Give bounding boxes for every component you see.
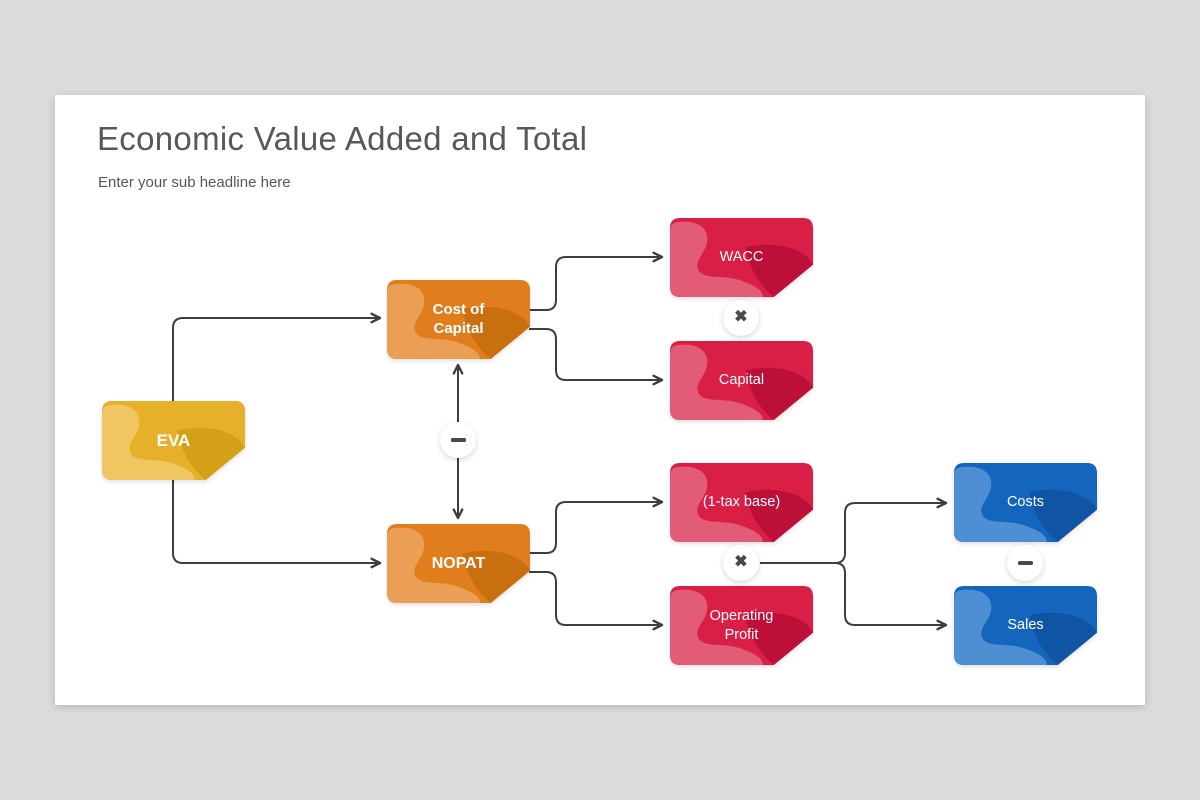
node-label-operating-profit: Operating Profit — [709, 608, 774, 643]
node-label-cost-of-capital: Cost of Capital — [432, 300, 485, 337]
node-label-one-minus-tax-base: (1-tax base) — [702, 494, 781, 511]
node-one-minus-tax-base[interactable]: (1-tax base) — [670, 463, 813, 542]
node-wacc[interactable]: WACC — [670, 218, 813, 297]
folded-note-shape — [954, 586, 1097, 665]
minus-icon — [450, 437, 466, 443]
minus-icon — [1017, 560, 1033, 566]
node-label-sales: Sales — [1007, 617, 1044, 634]
node-operating-profit[interactable]: Operating Profit — [670, 586, 813, 665]
folded-note-shape — [670, 463, 813, 542]
operator-multiply-taxbase-operating-profit[interactable]: ✖ — [723, 545, 759, 581]
multiply-icon: ✖ — [734, 553, 748, 571]
node-label-costs: Costs — [1006, 494, 1045, 511]
operator-minus-costs-sales[interactable] — [1007, 545, 1043, 581]
folded-note-shape — [954, 463, 1097, 542]
folded-note-shape — [670, 586, 813, 665]
node-label-nopat: NOPAT — [431, 554, 486, 572]
node-label-eva: EVA — [156, 430, 191, 450]
folded-note-shape — [670, 341, 813, 420]
page-title: Economic Value Added and Total — [97, 120, 588, 157]
node-capital[interactable]: Capital — [670, 341, 813, 420]
node-label-wacc: WACC — [719, 249, 764, 266]
node-sales[interactable]: Sales — [954, 586, 1097, 665]
node-eva[interactable]: EVA — [102, 401, 245, 480]
node-label-capital: Capital — [718, 372, 765, 389]
folded-note-shape — [670, 218, 813, 297]
multiply-icon: ✖ — [734, 308, 748, 326]
page-subtitle: Enter your sub headline here — [98, 174, 291, 191]
operator-minus-cost-of-capital-nopat[interactable] — [440, 422, 476, 458]
node-cost-of-capital[interactable]: Cost of Capital — [387, 280, 530, 359]
node-nopat[interactable]: NOPAT — [387, 524, 530, 603]
folded-note-shape — [387, 524, 530, 603]
operator-multiply-wacc-capital[interactable]: ✖ — [723, 300, 759, 336]
folded-note-shape — [102, 401, 245, 480]
folded-note-shape — [387, 280, 530, 359]
node-costs[interactable]: Costs — [954, 463, 1097, 542]
